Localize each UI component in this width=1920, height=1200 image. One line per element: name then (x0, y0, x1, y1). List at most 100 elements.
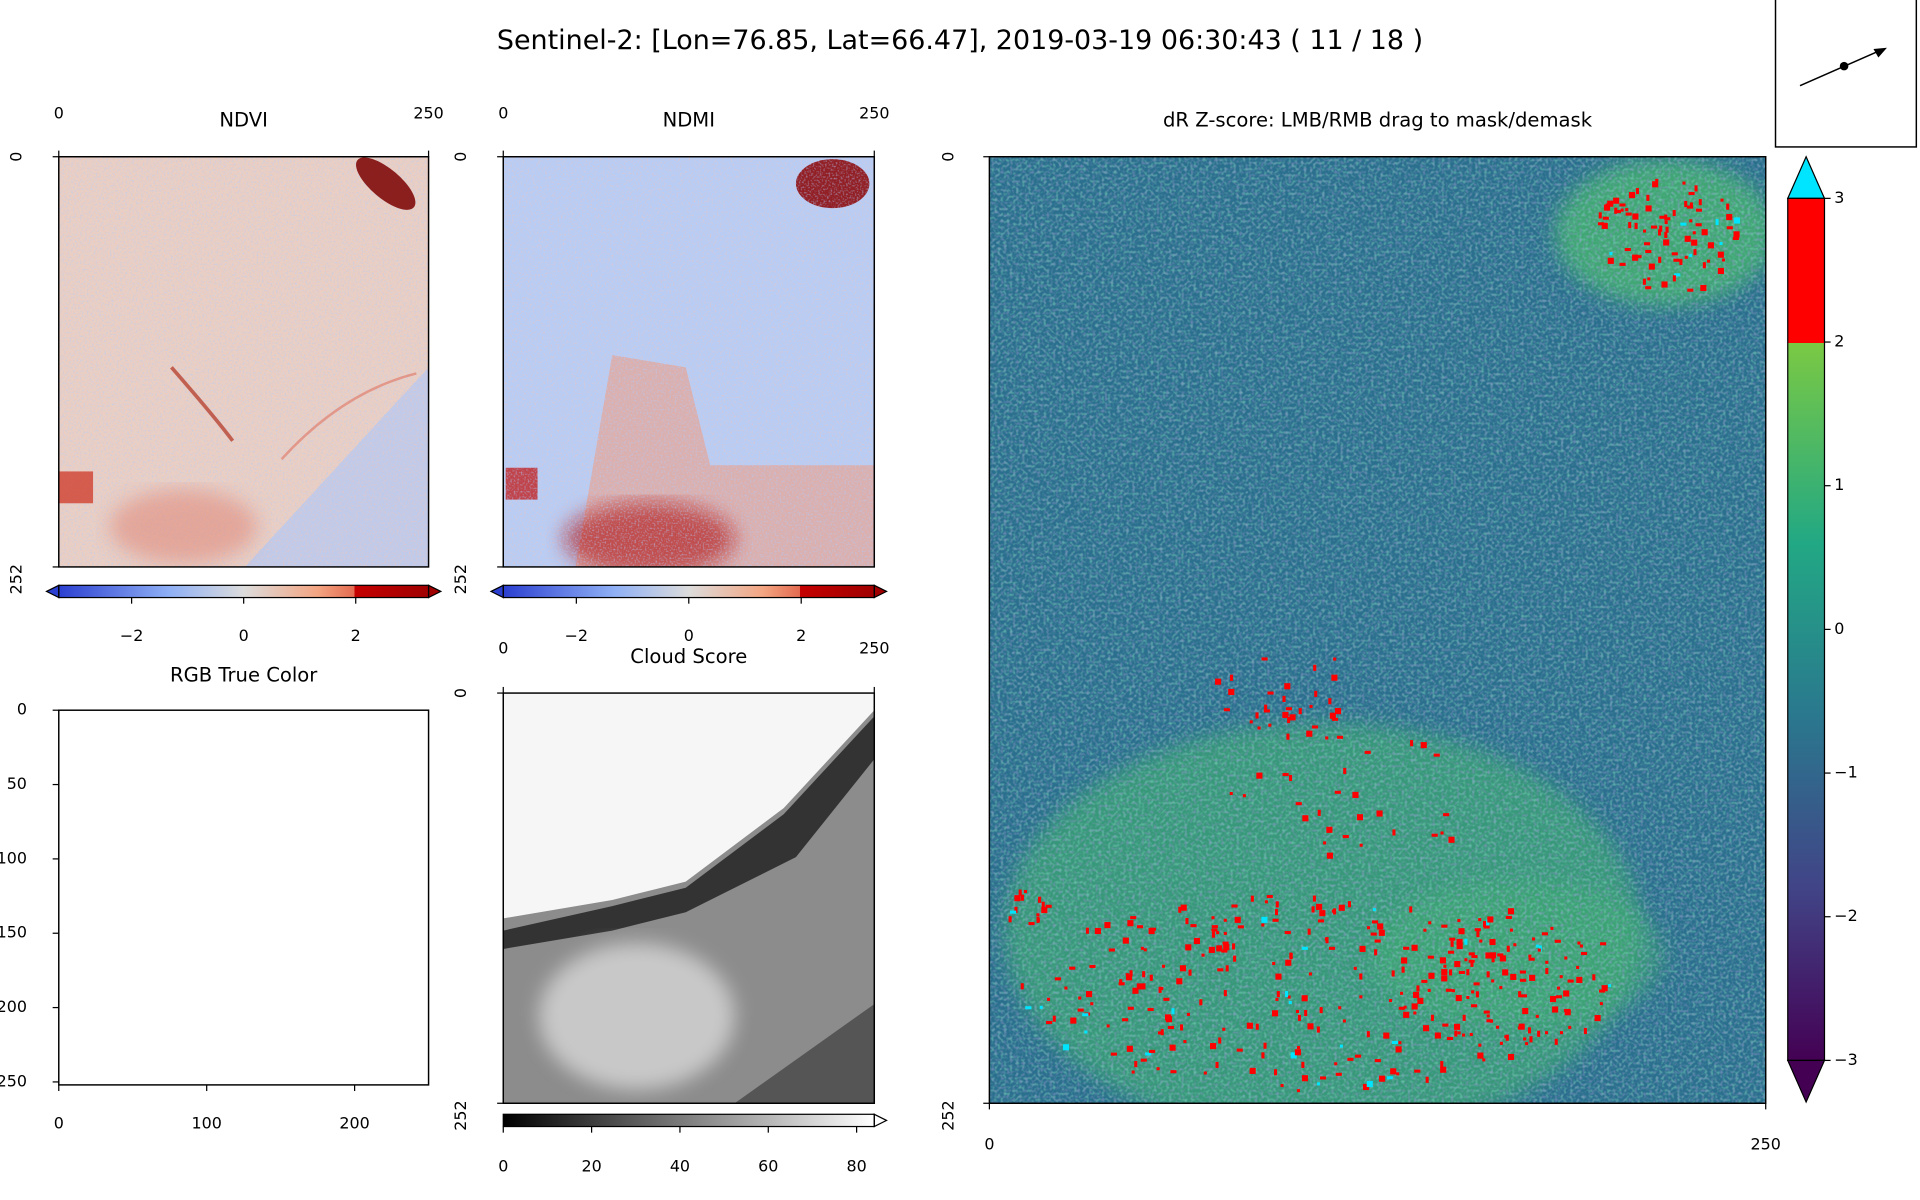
texture-pixel (1726, 203, 1730, 210)
texture-pixel (1275, 973, 1282, 980)
texture-pixel (1307, 1023, 1314, 1030)
texture-pixel (1325, 736, 1329, 740)
texture-pixel (1185, 944, 1192, 951)
texture-pixel (1143, 948, 1147, 952)
texture-pixel (1342, 1019, 1346, 1023)
texture-pixel (1600, 942, 1607, 946)
texture-pixel (1411, 944, 1418, 951)
texture-pixel (1401, 966, 1405, 973)
texture-pixel (1663, 239, 1670, 246)
texture-pixel (1304, 1009, 1308, 1017)
texture-pixel (1261, 1052, 1265, 1059)
texture-pixel (1289, 774, 1293, 782)
texture-pixel (1125, 974, 1133, 981)
texture-pixel (1499, 1041, 1503, 1045)
texture-pixel (1296, 1089, 1300, 1093)
axes-frame (58, 155, 430, 568)
texture-pixel (1692, 231, 1696, 235)
texture-pixel (1497, 953, 1504, 957)
x-tick-label: 100 (192, 1114, 222, 1133)
texture-pixel (1529, 974, 1536, 981)
texture-pixel (1334, 790, 1341, 794)
texture-pixel (1719, 241, 1723, 246)
texture-pixel (1545, 960, 1549, 964)
texture-pixel (1347, 1057, 1354, 1061)
panel-title: dR Z-score: LMB/RMB drag to mask/demask (1163, 109, 1593, 132)
texture-pixel (1482, 1058, 1486, 1062)
texture-pixel (1423, 928, 1427, 932)
texture-pixel (1362, 1083, 1370, 1091)
texture-pixel (1538, 945, 1542, 952)
texture-pixel (1266, 895, 1273, 899)
y-tick-label: 200 (0, 997, 27, 1016)
texture-pixel (1445, 988, 1452, 992)
texture-pixel (1261, 657, 1268, 661)
ndvi-image (58, 156, 429, 567)
panel-title: RGB True Color (170, 663, 318, 686)
texture-pixel (1287, 716, 1291, 724)
texture-pixel (1694, 185, 1698, 192)
texture-pixel (1625, 212, 1632, 216)
texture-pixel (1478, 918, 1482, 922)
texture-pixel (1008, 916, 1012, 923)
texture-pixel (1287, 995, 1291, 999)
texture-pixel (1319, 910, 1326, 917)
texture-pixel (1272, 961, 1276, 966)
texture-pixel (1688, 191, 1695, 196)
texture-pixel (1308, 972, 1312, 976)
texture-pixel (1039, 1005, 1043, 1009)
texture-pixel (1211, 928, 1218, 932)
texture-pixel (1069, 966, 1076, 970)
texture-pixel (1275, 901, 1279, 908)
texture-pixel (1529, 1036, 1533, 1043)
texture-pixel (1608, 984, 1612, 988)
texture-pixel (1398, 1041, 1402, 1045)
texture-pixel (1451, 989, 1456, 993)
texture-pixel (1556, 986, 1561, 990)
y-tick-label: 252 (451, 564, 470, 594)
texture-pixel (1217, 968, 1224, 972)
texture-pixel (1317, 809, 1321, 816)
texture-pixel (1672, 275, 1676, 282)
texture-pixel (1645, 286, 1652, 290)
texture-pixel (1129, 970, 1133, 977)
colorbar-tick-label: 0 (1834, 619, 1844, 638)
texture-pixel (1462, 1033, 1466, 1037)
texture-pixel (1471, 955, 1478, 959)
texture-pixel (1225, 965, 1229, 972)
texture-pixel (1301, 1075, 1309, 1082)
texture-pixel (1284, 683, 1291, 690)
texture-pixel (1164, 1014, 1172, 1021)
texture-pixel (1505, 1034, 1509, 1041)
texture-pixel (1127, 1006, 1134, 1010)
texture-pixel (1601, 985, 1608, 992)
texture-pixel (1298, 708, 1302, 715)
texture-pixel (1119, 979, 1123, 986)
texture-pixel (1409, 906, 1413, 913)
texture-pixel (1652, 181, 1659, 188)
texture-pixel (1420, 742, 1427, 749)
x-tick-label: 0 (498, 638, 508, 657)
colorbar-extend (873, 584, 888, 599)
texture-pixel (1223, 918, 1227, 922)
texture-pixel (1313, 664, 1317, 671)
texture-pixel (1580, 952, 1588, 956)
texture-pixel (1130, 916, 1137, 920)
texture-pixel (1599, 1002, 1603, 1006)
texture-pixel (1142, 983, 1146, 990)
texture-pixel (1156, 1067, 1160, 1071)
texture-pixel (1507, 908, 1515, 915)
texture-pixel (1485, 952, 1492, 959)
texture-pixel (1328, 946, 1336, 950)
texture-pixel (1158, 986, 1162, 993)
texture-pixel (1222, 1027, 1226, 1031)
texture-pixel (1537, 1030, 1541, 1037)
texture-pixel (1232, 943, 1236, 950)
texture-pixel (1383, 1032, 1390, 1039)
texture-pixel (1554, 939, 1561, 943)
texture-pixel (1563, 1008, 1571, 1012)
texture-pixel (1386, 1076, 1393, 1080)
texture-pixel (1441, 975, 1448, 982)
texture-pixel (1674, 273, 1681, 277)
texture-pixel (1036, 913, 1040, 917)
